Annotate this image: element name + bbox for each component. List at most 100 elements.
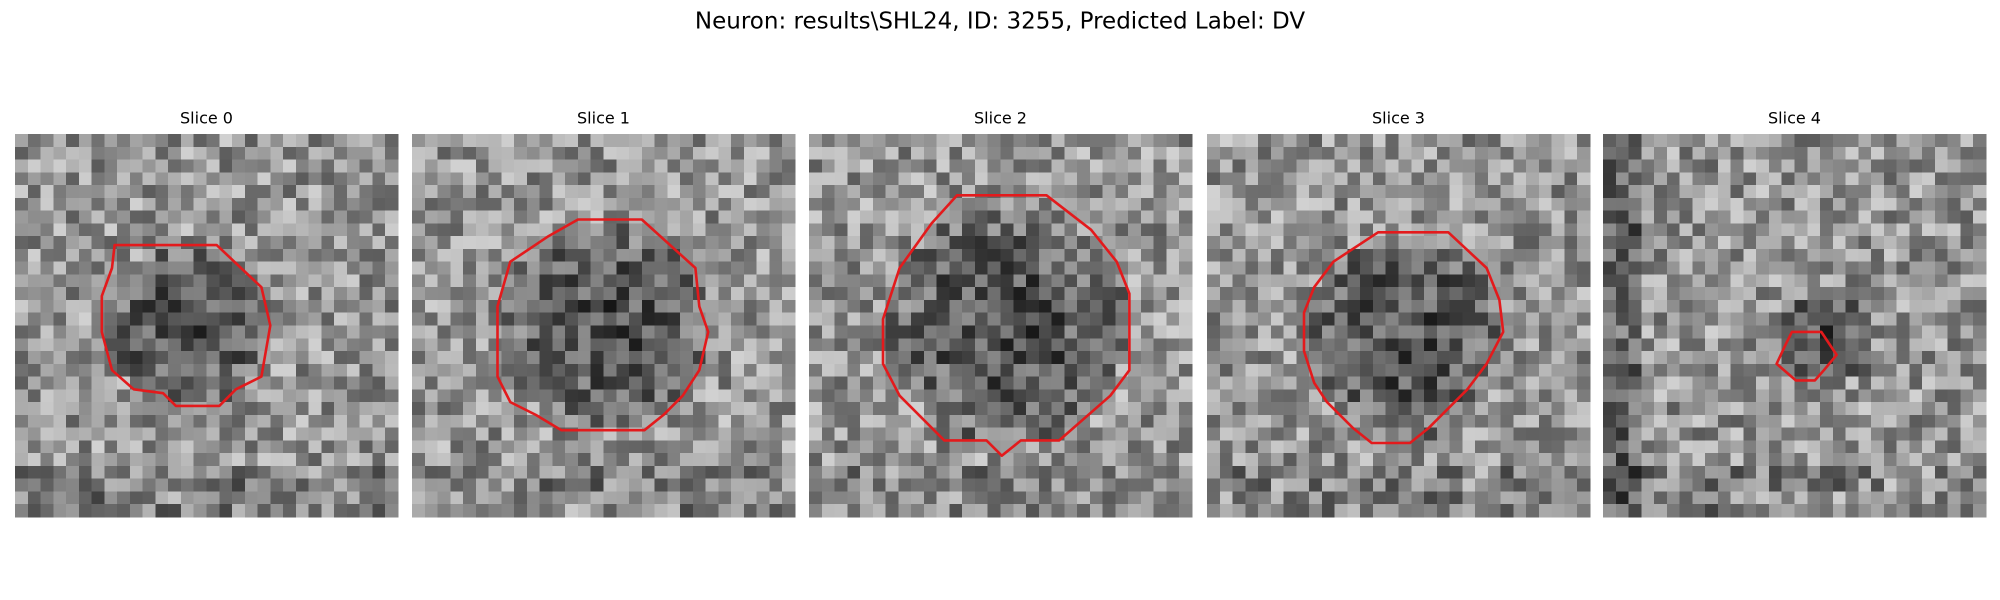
pixel [1115, 414, 1129, 429]
pixel [1564, 210, 1578, 224]
pixel [1372, 414, 1387, 429]
pixel [1334, 236, 1349, 250]
pixel [1077, 261, 1091, 276]
pixel [424, 351, 439, 365]
pixel [1153, 351, 1168, 365]
pixel [78, 223, 93, 237]
pixel [898, 440, 912, 454]
pixel [705, 197, 719, 212]
pixel [949, 453, 963, 467]
pixel [898, 351, 912, 365]
pixel [501, 236, 515, 250]
pixel [1487, 261, 1502, 276]
pixel [1207, 363, 1221, 378]
pixel [1909, 325, 1923, 339]
pixel [1654, 146, 1668, 161]
pixel [1309, 504, 1323, 518]
pixel [40, 389, 54, 403]
pixel [1922, 274, 1936, 288]
pixel [53, 274, 67, 288]
pixel [565, 465, 579, 480]
pixel [974, 351, 989, 365]
pixel [1705, 134, 1719, 148]
pixel [1283, 172, 1297, 186]
pixel [1089, 299, 1104, 314]
pixel [1794, 427, 1808, 441]
pixel [1909, 197, 1923, 212]
pixel [834, 287, 848, 301]
pixel [1756, 210, 1770, 224]
pixel [1794, 261, 1808, 276]
pixel [1794, 287, 1808, 301]
pixel [692, 236, 707, 250]
pixel [53, 351, 67, 365]
pixel [53, 185, 67, 199]
pixel [1232, 312, 1246, 327]
pixel [180, 287, 195, 301]
pixel [1128, 427, 1142, 441]
pixel [488, 159, 502, 173]
pixel [1883, 491, 1898, 505]
pixel [1475, 236, 1489, 250]
pixel [1179, 261, 1193, 276]
pixel [1871, 325, 1885, 339]
pixel [654, 159, 668, 173]
pixel [308, 236, 322, 250]
pixel [667, 440, 681, 454]
pixel [321, 274, 335, 288]
pixel [1781, 185, 1796, 199]
pixel [1000, 312, 1014, 327]
pixel [1973, 236, 1987, 250]
pixel [1385, 287, 1400, 301]
pixel [1026, 146, 1040, 161]
pixel [1219, 325, 1234, 339]
pixel [809, 363, 823, 378]
pixel [1666, 223, 1681, 237]
pixel [1398, 172, 1412, 186]
pixel [809, 248, 823, 263]
pixel [962, 453, 976, 467]
pixel [731, 504, 745, 518]
pixel [180, 363, 195, 378]
pixel [552, 236, 566, 250]
pixel [1000, 389, 1014, 403]
pixel [1960, 210, 1974, 224]
pixel [372, 146, 386, 161]
pixel [847, 159, 861, 173]
pixel [1807, 338, 1821, 352]
pixel [1513, 414, 1527, 429]
pixel [1115, 248, 1129, 263]
pixel [27, 338, 42, 352]
pixel [962, 197, 976, 212]
pixel [1077, 146, 1091, 161]
pixel [603, 491, 617, 505]
pixel [514, 274, 528, 288]
pixel [346, 440, 361, 454]
pixel [1705, 440, 1719, 454]
pixel [809, 351, 823, 365]
pixel [809, 210, 823, 224]
pixel [1245, 274, 1259, 288]
pixel [1051, 325, 1065, 339]
pixel [15, 223, 29, 237]
pixel [936, 274, 951, 288]
pixel [1038, 210, 1053, 224]
pixel [463, 287, 477, 301]
pixel [1219, 504, 1234, 518]
pixel [1538, 172, 1553, 186]
pixel [1641, 402, 1655, 416]
pixel [1179, 402, 1193, 416]
pixel [78, 312, 93, 327]
pixel [514, 453, 528, 467]
pixel [1551, 491, 1566, 505]
pixel [565, 478, 579, 493]
pixel [450, 185, 464, 199]
pixel [283, 440, 297, 454]
pixel [641, 491, 656, 505]
pixel [731, 414, 745, 429]
pixel [168, 134, 182, 148]
pixel [898, 478, 912, 493]
pixel [1845, 236, 1859, 250]
pixel [1334, 159, 1349, 173]
pixel [718, 414, 732, 429]
